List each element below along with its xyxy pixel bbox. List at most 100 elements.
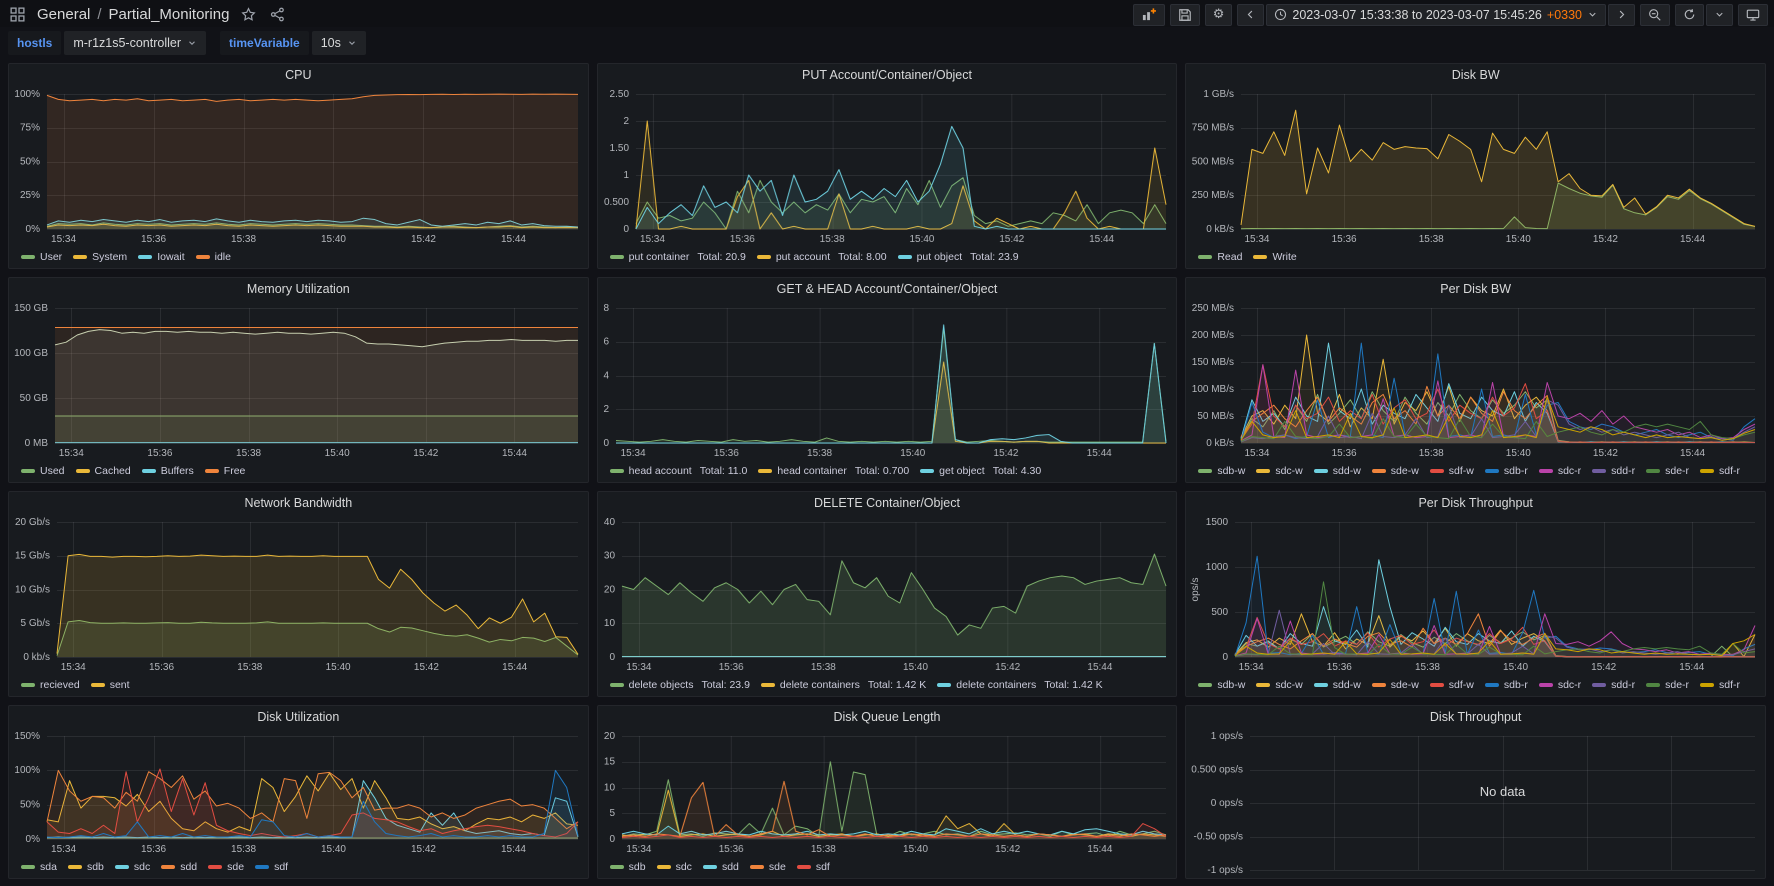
legend-item[interactable]: delete objectsTotal: 23.9 [610,679,750,691]
time-range-picker-button[interactable]: 2023-03-07 15:33:38 to 2023-03-07 15:45:… [1266,4,1606,26]
legend-item[interactable]: head containerTotal: 0.700 [758,465,909,477]
share-icon[interactable] [268,7,287,22]
panel-title-disk-queue-length[interactable]: Disk Queue Length [598,706,1177,728]
legend-item[interactable]: delete containersTotal: 1.42 K [937,679,1102,691]
star-icon[interactable] [239,7,258,22]
legend-item[interactable]: sent [91,679,130,691]
legend-item[interactable]: recieved [21,679,80,691]
legend-item[interactable]: sde-r [1646,679,1689,691]
legend-swatch [68,865,82,869]
legend-item[interactable]: get objectTotal: 4.30 [920,465,1041,477]
legend-series-name: sdf-w [1449,679,1474,691]
chart-canvas-disk-queue-length[interactable] [598,728,1177,860]
legend-item[interactable]: sdc-w [1256,679,1302,691]
chart-canvas-per-disk-bw[interactable] [1186,300,1765,464]
panel-title-disk-bw[interactable]: Disk BW [1186,64,1765,86]
legend-item[interactable]: sdd-r [1592,679,1635,691]
legend-swatch [1592,683,1606,687]
legend-item[interactable]: delete containersTotal: 1.42 K [761,679,926,691]
chart-canvas-delete[interactable] [598,514,1177,678]
time-range-back-button[interactable] [1237,4,1264,26]
chart-canvas-disk-throughput[interactable] [1186,728,1765,878]
legend-item[interactable]: sdb-w [1198,679,1245,691]
legend-item[interactable]: sde-r [1646,465,1689,477]
chart-canvas-cpu[interactable] [9,86,588,250]
legend-item[interactable]: sdf-r [1700,679,1740,691]
legend-item[interactable]: sdb-r [1485,465,1528,477]
legend-item[interactable]: Read [1198,251,1242,263]
zoom-out-button[interactable] [1640,4,1670,26]
legend-item[interactable]: sdb [610,861,646,873]
legend-item[interactable]: sdb-w [1198,465,1245,477]
legend-item[interactable]: Used [21,465,65,477]
legend-item[interactable]: put containerTotal: 20.9 [610,251,746,263]
legend-item[interactable]: sdc [115,861,150,873]
breadcrumb-folder[interactable]: General [37,6,90,23]
legend-item[interactable]: put accountTotal: 8.00 [757,251,887,263]
legend-item[interactable]: put objectTotal: 23.9 [898,251,1019,263]
legend-item[interactable]: sde [208,861,244,873]
save-dashboard-button[interactable] [1170,4,1200,26]
panel-title-memory[interactable]: Memory Utilization [9,278,588,300]
panel-title-per-disk-bw[interactable]: Per Disk BW [1186,278,1765,300]
legend-item[interactable]: sdd [161,861,197,873]
time-range-forward-button[interactable] [1608,4,1635,26]
legend-item[interactable]: sdf [255,861,288,873]
legend-item[interactable]: sdf [797,861,830,873]
legend-item[interactable]: sdc-r [1539,465,1581,477]
variable-hostls-label[interactable]: hostls [8,31,61,55]
legend-item[interactable]: sdd [703,861,739,873]
variable-hostls-value[interactable]: m-r1z1s5-controller [64,31,206,55]
legend-item[interactable]: sdf-r [1700,465,1740,477]
legend-item[interactable]: sdd-w [1314,465,1361,477]
dashboard-settings-button[interactable]: ⚙ [1205,4,1233,26]
legend-item[interactable]: Cached [76,465,131,477]
chart-canvas-disk-bw[interactable] [1186,86,1765,250]
legend-item[interactable]: Buffers [142,465,194,477]
legend-item[interactable]: sde [750,861,786,873]
panel-title-delete[interactable]: DELETE Container/Object [598,492,1177,514]
chart-canvas-put[interactable] [598,86,1177,250]
tv-mode-button[interactable] [1738,4,1768,26]
legend-item[interactable]: Write [1253,251,1296,263]
refresh-interval-dropdown[interactable] [1706,4,1733,26]
panel-title-cpu[interactable]: CPU [9,64,588,86]
legend-series-name: System [92,251,127,263]
legend-swatch [757,255,771,259]
legend-item[interactable]: sde-w [1372,465,1419,477]
legend-item[interactable]: sdb-r [1485,679,1528,691]
legend-item[interactable]: User [21,251,62,263]
panel-title-put[interactable]: PUT Account/Container/Object [598,64,1177,86]
chart-canvas-disk-utilization[interactable] [9,728,588,860]
panel-title-disk-utilization[interactable]: Disk Utilization [9,706,588,728]
legend-item[interactable]: sdc-r [1539,679,1581,691]
legend-item[interactable]: sdd-r [1592,465,1635,477]
panel-title-disk-throughput[interactable]: Disk Throughput [1186,706,1765,728]
panel-title-per-disk-throughput[interactable]: Per Disk Throughput [1186,492,1765,514]
legend-item[interactable]: sdc-w [1256,465,1302,477]
chart-canvas-per-disk-throughput[interactable] [1186,514,1765,678]
legend-item[interactable]: sde-w [1372,679,1419,691]
variable-timevariable-label[interactable]: timeVariable [220,31,309,55]
panel-title-get-head[interactable]: GET & HEAD Account/Container/Object [598,278,1177,300]
legend-item[interactable]: head accountTotal: 11.0 [610,465,748,477]
legend-item[interactable]: idle [196,251,231,263]
legend-item[interactable]: sdd-w [1314,679,1361,691]
legend-item[interactable]: Iowait [138,251,184,263]
add-panel-button[interactable] [1133,4,1165,26]
dashboards-grid-icon[interactable] [8,7,27,22]
refresh-button[interactable] [1675,4,1704,26]
legend-item[interactable]: sdc [657,861,692,873]
legend-item[interactable]: sda [21,861,57,873]
legend-item[interactable]: sdb [68,861,104,873]
panel-title-network[interactable]: Network Bandwidth [9,492,588,514]
legend-item[interactable]: System [73,251,127,263]
breadcrumb-dashboard-title[interactable]: Partial_Monitoring [109,6,230,23]
chart-canvas-memory[interactable] [9,300,588,464]
legend-item[interactable]: Free [205,465,246,477]
variable-timevariable-value[interactable]: 10s [312,31,366,55]
chart-canvas-get-head[interactable] [598,300,1177,464]
legend-item[interactable]: sdf-w [1430,679,1474,691]
chart-canvas-network[interactable] [9,514,588,678]
legend-item[interactable]: sdf-w [1430,465,1474,477]
